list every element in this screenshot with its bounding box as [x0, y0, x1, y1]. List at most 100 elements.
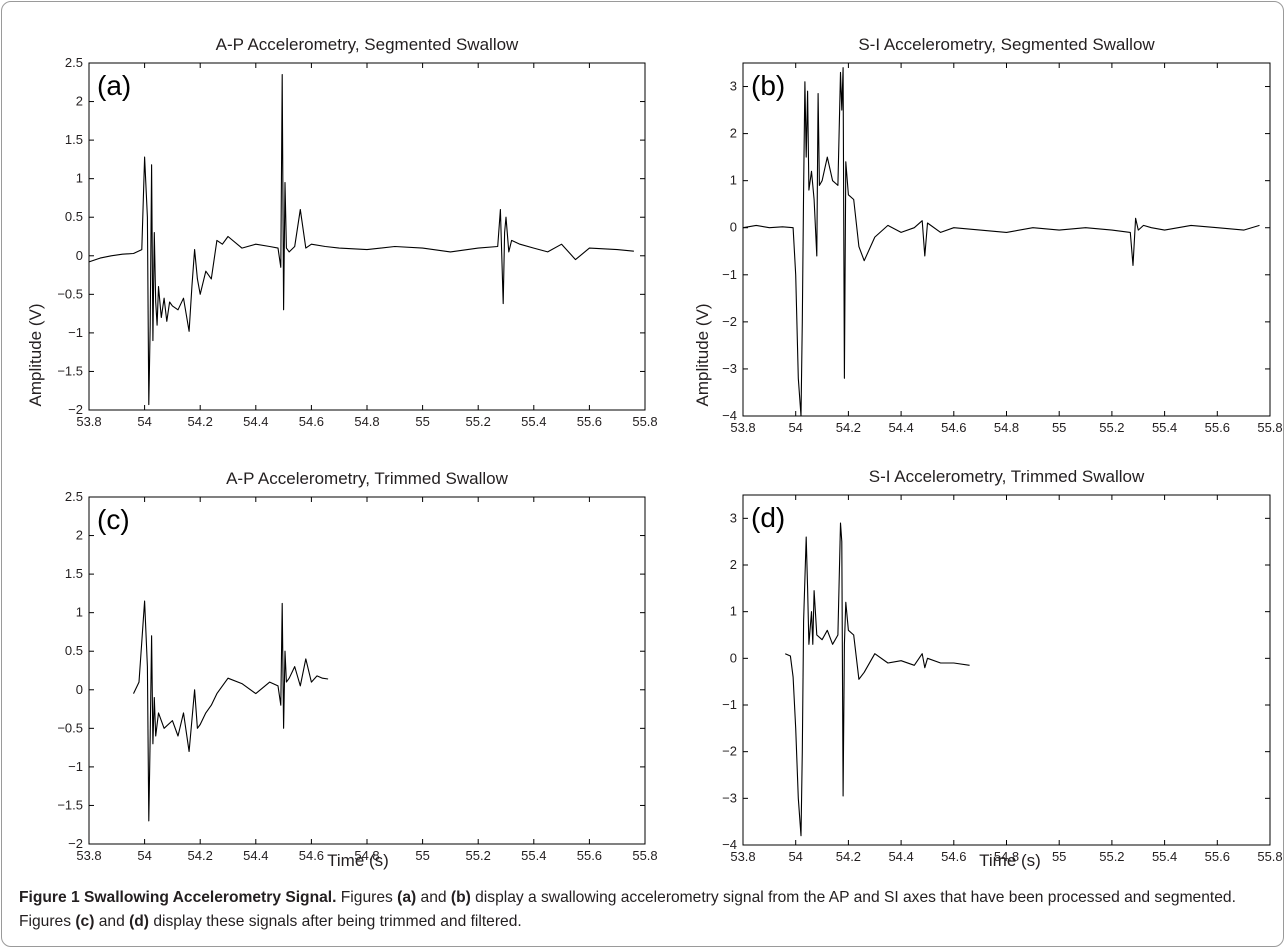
- signal-line: [784, 522, 970, 837]
- x-tick-label: 55.4: [1152, 420, 1177, 435]
- y-tick-label: −2: [68, 402, 83, 417]
- y-tick-label: −0.5: [57, 286, 83, 301]
- x-tick-label: 54.8: [994, 420, 1019, 435]
- y-tick-label: −3: [722, 790, 737, 805]
- chart-title: A-P Accelerometry, Trimmed Swallow: [226, 469, 509, 488]
- x-tick-label: 54.2: [836, 849, 861, 864]
- panel-label: (a): [97, 70, 131, 101]
- x-tick-label: 54.4: [888, 849, 913, 864]
- y-tick-label: −1: [722, 267, 737, 282]
- panel-b: S-I Accelerometry, Segmented Swallow 53.8…: [722, 35, 1282, 435]
- x-tick-label: 54.6: [941, 849, 966, 864]
- x-tick-label: 54.2: [188, 848, 213, 863]
- y-tick-label: 2.5: [65, 55, 83, 70]
- x-tick-label: 54: [788, 420, 802, 435]
- y-tick-label: −4: [722, 837, 737, 852]
- x-tick-label: 55.2: [466, 848, 491, 863]
- x-tick-label: 55.2: [1099, 849, 1124, 864]
- x-tick-label: 54.6: [941, 420, 966, 435]
- x-tick-label: 54: [137, 414, 151, 429]
- x-tick-label: 55.2: [1099, 420, 1124, 435]
- x-tick-label: 55.6: [1205, 849, 1230, 864]
- y-tick-label: −4: [722, 408, 737, 423]
- x-tick-label: 53.8: [76, 414, 101, 429]
- caption-text-3: display a swallowing accelerometry signa…: [19, 889, 1236, 930]
- panel-a: A-P Accelerometry, Segmented Swallow 53.8…: [57, 35, 657, 429]
- x-tick-label: 55.4: [521, 848, 546, 863]
- x-tick-label: 54.2: [836, 420, 861, 435]
- x-tick-label: 53.8: [76, 848, 101, 863]
- x-tick-label: 55.8: [1257, 849, 1282, 864]
- plot-box: [742, 494, 1271, 846]
- caption-text-1: Figures: [336, 889, 398, 906]
- y-tick-label: 2: [730, 557, 737, 572]
- y-tick-label: 2: [76, 528, 83, 543]
- x-tick-label: 54.8: [354, 414, 379, 429]
- figure-caption: Figure 1 Swallowing Accelerometry Signal…: [19, 886, 1269, 934]
- x-tick-label: 55.2: [466, 414, 491, 429]
- y-tick-label: 1.5: [65, 132, 83, 147]
- x-tick-label: 55.8: [632, 848, 657, 863]
- y-tick-label: −1: [722, 697, 737, 712]
- plot-box: [88, 62, 646, 411]
- x-tick-label: 55.6: [577, 414, 602, 429]
- x-tick-label: 53.8: [730, 420, 755, 435]
- y-tick-label: 0.5: [65, 643, 83, 658]
- signal-line: [88, 74, 634, 406]
- x-tick-label: 55.6: [1205, 420, 1230, 435]
- caption-text-5: display these signals after being trimme…: [149, 913, 522, 930]
- x-tick-label: 54.8: [354, 848, 379, 863]
- signal-line: [742, 67, 1260, 417]
- y-tick-label: 0: [76, 682, 83, 697]
- chart-title: S-I Accelerometry, Segmented Swallow: [858, 35, 1155, 54]
- x-tick-label: 55.8: [1257, 420, 1282, 435]
- y-tick-label: 1.5: [65, 566, 83, 581]
- caption-ref-b: (b): [450, 889, 471, 906]
- chart-title: S-I Accelerometry, Trimmed Swallow: [869, 467, 1145, 486]
- y-tick-label: 0.5: [65, 209, 83, 224]
- y-tick-label: 1: [730, 604, 737, 619]
- panel-d: S-I Accelerometry, Trimmed Swallow 53.8 54…: [722, 467, 1282, 864]
- caption-ref-d: (d): [129, 913, 150, 930]
- y-tick-label: −2: [68, 836, 83, 851]
- plot-box: [742, 62, 1271, 417]
- shared-ylabel-right: Amplitude (V): [693, 304, 712, 407]
- panel-label: (d): [751, 502, 785, 533]
- x-tick-label: 55.4: [521, 414, 546, 429]
- caption-ref-a: (a): [397, 889, 417, 906]
- y-tick-label: −0.5: [57, 720, 83, 735]
- y-tick-label: −2: [722, 744, 737, 759]
- x-tick-label: 54: [137, 848, 151, 863]
- caption-lead: Figure 1 Swallowing Accelerometry Signal…: [19, 889, 337, 906]
- x-tick-label: 55: [415, 848, 429, 863]
- x-tick-label: 54.6: [299, 414, 324, 429]
- caption-ref-c: (c): [75, 913, 95, 930]
- caption-text-2: and: [416, 889, 451, 906]
- x-tick-label: 54: [788, 849, 802, 864]
- x-tick-label: 55: [415, 414, 429, 429]
- x-tick-label: 54.6: [299, 848, 324, 863]
- shared-ylabel: Amplitude (V): [26, 304, 45, 407]
- y-tick-label: −2: [722, 314, 737, 329]
- x-tick-label: 54.8: [994, 849, 1019, 864]
- y-tick-label: 3: [730, 510, 737, 525]
- panel-label: (b): [751, 70, 785, 101]
- x-tick-label: 54.4: [243, 848, 268, 863]
- y-tick-label: −1.5: [57, 797, 83, 812]
- y-tick-label: 0: [76, 248, 83, 263]
- y-tick-label: 2.5: [65, 489, 83, 504]
- x-tick-label: 55.4: [1152, 849, 1177, 864]
- x-tick-label: 53.8: [730, 849, 755, 864]
- figure-svg: Amplitude (V) Amplitude (V) Time (s) Tim…: [26, 35, 1283, 870]
- y-tick-label: 1: [76, 171, 83, 186]
- caption-text-4: and: [94, 913, 130, 930]
- y-tick-label: 3: [730, 79, 737, 94]
- y-tick-label: 0: [730, 220, 737, 235]
- y-tick-label: 1: [76, 605, 83, 620]
- x-tick-label: 54.4: [243, 414, 268, 429]
- y-tick-label: 2: [730, 126, 737, 141]
- x-tick-label: 54.2: [188, 414, 213, 429]
- panel-c: A-P Accelerometry, Trimmed Swallow 53.8 54…: [57, 469, 657, 863]
- shared-xlabel-left: Time (s): [327, 851, 389, 870]
